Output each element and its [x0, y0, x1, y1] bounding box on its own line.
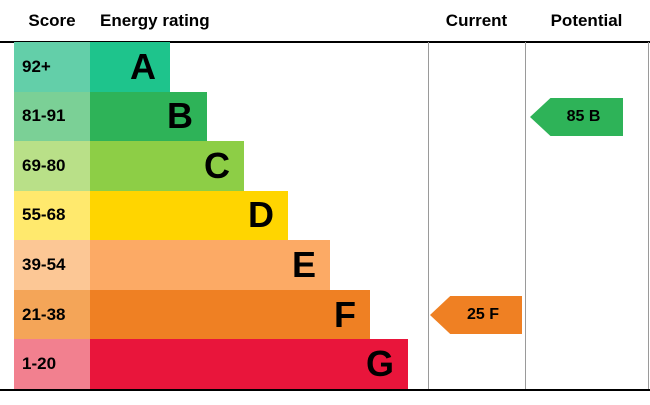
- band-letter-e: E: [291, 244, 316, 286]
- band-letter-g: G: [365, 343, 394, 385]
- band-row-d: 55-68 D: [0, 190, 650, 241]
- rating-bar-e: E: [90, 240, 330, 290]
- band-letter-b: B: [167, 95, 193, 137]
- score-range-d: 55-68: [14, 190, 90, 241]
- rating-bar-a: A: [90, 42, 170, 92]
- current-rating-arrow: 25 F: [430, 296, 522, 334]
- current-rating-label: 25 F: [466, 306, 499, 323]
- band-row-c: 69-80 C: [0, 141, 650, 191]
- rating-bar-f: F: [90, 289, 370, 340]
- score-range-c: 69-80: [14, 141, 90, 191]
- band-row-a: 92+ A: [0, 42, 650, 92]
- band-row-b: 81-91 B: [0, 91, 650, 142]
- score-range-g: 1-20: [14, 339, 90, 389]
- potential-column-divider: [525, 42, 526, 389]
- score-range-f: 21-38: [14, 289, 90, 340]
- band-letter-d: D: [248, 194, 274, 236]
- rating-bar-d: D: [90, 190, 288, 241]
- current-column-divider: [428, 42, 429, 389]
- band-letter-c: C: [204, 144, 230, 186]
- potential-rating-arrow: 85 B: [530, 98, 623, 136]
- band-row-g: 1-20 G: [0, 339, 650, 389]
- band-row-e: 39-54 E: [0, 240, 650, 290]
- right-edge-divider: [648, 42, 649, 389]
- score-range-e: 39-54: [14, 240, 90, 290]
- rating-bar-g: G: [90, 339, 408, 389]
- energy-rating-column-header: Energy rating: [100, 11, 210, 30]
- current-column-header: Current: [445, 11, 508, 30]
- chart-bottom-line: [0, 389, 650, 391]
- rating-bands: 92+ A 81-91 B 69-80 C 55-68 D 39-54 E 21…: [0, 42, 650, 389]
- rating-bar-c: C: [90, 141, 244, 191]
- band-letter-f: F: [334, 293, 356, 335]
- band-row-f: 21-38 F: [0, 289, 650, 340]
- potential-column-header: Potential: [550, 11, 623, 30]
- score-range-b: 81-91: [14, 91, 90, 142]
- band-letter-a: A: [130, 45, 156, 87]
- rating-bar-b: B: [90, 91, 207, 142]
- chart-header: Score Energy rating Current Potential: [0, 0, 650, 42]
- score-column-header: Score: [28, 11, 76, 30]
- header-divider-line: [0, 41, 650, 43]
- score-range-a: 92+: [14, 42, 90, 92]
- potential-rating-label: 85 B: [566, 108, 601, 125]
